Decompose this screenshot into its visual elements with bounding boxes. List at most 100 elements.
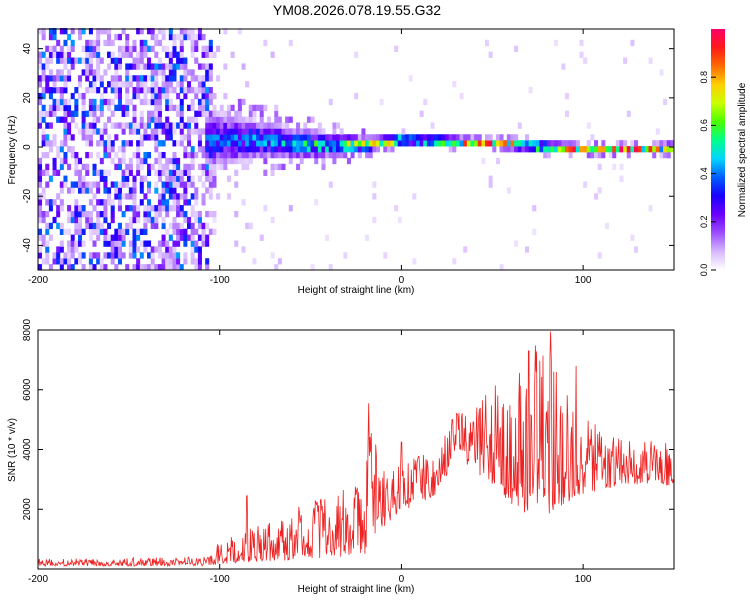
spectrogram-cell [532,205,537,212]
spectrogram-cell [332,157,337,165]
spectrogram-cell [314,146,319,153]
spectrogram-cell [503,140,508,147]
spectrogram-cell [423,98,428,106]
spectrogram-cell [263,151,268,159]
spectrogram-cell [230,51,235,58]
spectrogram-cell [81,181,86,188]
spectrogram-cell [74,210,79,218]
spectrogram-cell [103,140,108,147]
spectrogram-cell [150,69,155,76]
spectrogram-cell [495,134,500,141]
spectrogram-cell [452,140,457,147]
spectrogram-cell [114,187,119,194]
spectrogram-cell [179,128,184,135]
spectrogram-cell [448,134,453,141]
spectrogram-cell [252,258,257,265]
spectrogram-cell [161,128,166,135]
spectrogram-cell [172,140,177,147]
spectrogram-cell [270,146,275,153]
spectrogram-cell [292,140,297,147]
spectrogram-cell [517,122,522,129]
spectrogram-cell [139,116,144,123]
spectrogram-cell [285,128,290,135]
spectrogram-cell [245,134,250,141]
spectrogram-cell [183,199,188,206]
spectrogram-cell [205,122,210,129]
spectrogram-cell [132,110,137,117]
spectrogram-cell [132,210,137,218]
spectrogram-cell [634,146,639,153]
spectrogram-cell [223,134,228,141]
spectrogram-cell [190,69,195,76]
spectrogram-cell [165,51,170,58]
spectrogram-cell [321,163,326,171]
spectrogram-cell [107,81,112,88]
spectrogram-cell [430,134,435,141]
spectrogram-cell [205,169,210,176]
spectrogram-cell [354,140,359,147]
y-tick-label: 2000 [22,498,33,521]
spectrogram-cell [143,264,148,271]
spectrogram-cell [285,122,290,129]
spectrogram-cell [74,228,79,235]
spectrogram-cell [179,87,184,94]
spectrogram-cell [38,216,43,224]
spectrogram-cell [237,134,242,141]
spectrogram-cell [274,163,279,171]
spectrogram-cell [437,134,442,141]
spectrogram-cell [110,146,115,153]
spectrogram-cell [157,264,162,271]
spectrogram-cell [125,222,130,230]
spectrogram-cell [485,39,490,47]
spectrogram-cell [103,264,108,271]
spectrogram-cell [190,87,195,94]
spectrogram-cell [88,264,93,271]
spectrogram-cell [59,87,64,94]
spectrogram-cell [296,151,301,159]
spectrogram-cell [59,75,64,82]
spectrogram-cell [59,246,64,253]
spectrogram-cell [535,146,540,153]
spectrogram-cell [52,163,57,171]
spectrogram-cell [226,140,232,147]
spectrogram-cell [310,134,315,141]
spectrogram-cell [194,151,199,159]
spectrogram-cell [121,151,126,159]
spectrogram-cell [521,140,526,147]
spectrogram-cell [299,134,304,141]
spectrogram-cell [357,146,362,153]
spectrogram-cell [92,240,97,247]
spectrogram-cell [601,140,606,147]
spectrogram-cell [103,216,108,224]
spectrogram-cell [183,28,188,35]
spectrogram-cell [88,181,93,188]
spectrogram-cell [212,92,217,100]
spectrogram-cell [663,140,668,147]
spectrogram-cell [190,75,195,82]
spectrogram-cell [216,134,221,141]
spectrogram-cell [110,98,115,106]
spectrogram-cell [372,146,377,153]
spectrogram-cell [168,81,173,88]
spectrogram-cell [274,146,279,153]
spectrogram-cell [74,169,79,176]
figure-title: YM08.2026.078.19.55.G32 [273,2,441,18]
spectrogram-cell [59,98,64,106]
spectrogram-cell [256,122,261,129]
spectrogram-cell [303,140,308,147]
spectrogram-cell [179,110,184,117]
spectrogram-cell [187,87,192,94]
spectrogram-cell [125,98,130,106]
spectrogram-cell [172,33,177,41]
spectrogram-cell [59,163,64,171]
spectrogram-cell [510,146,515,153]
spectrogram-cell [248,128,253,135]
spectrogram-cell [150,216,155,224]
spectrogram-cell [277,128,282,135]
spectrogram-cell [263,169,268,176]
spectrogram-cell [125,122,130,129]
spectrogram-cell [183,63,188,70]
spectrogram-cell [56,151,61,159]
spectrogram-cell [223,63,228,70]
spectrogram-cell [136,63,141,70]
